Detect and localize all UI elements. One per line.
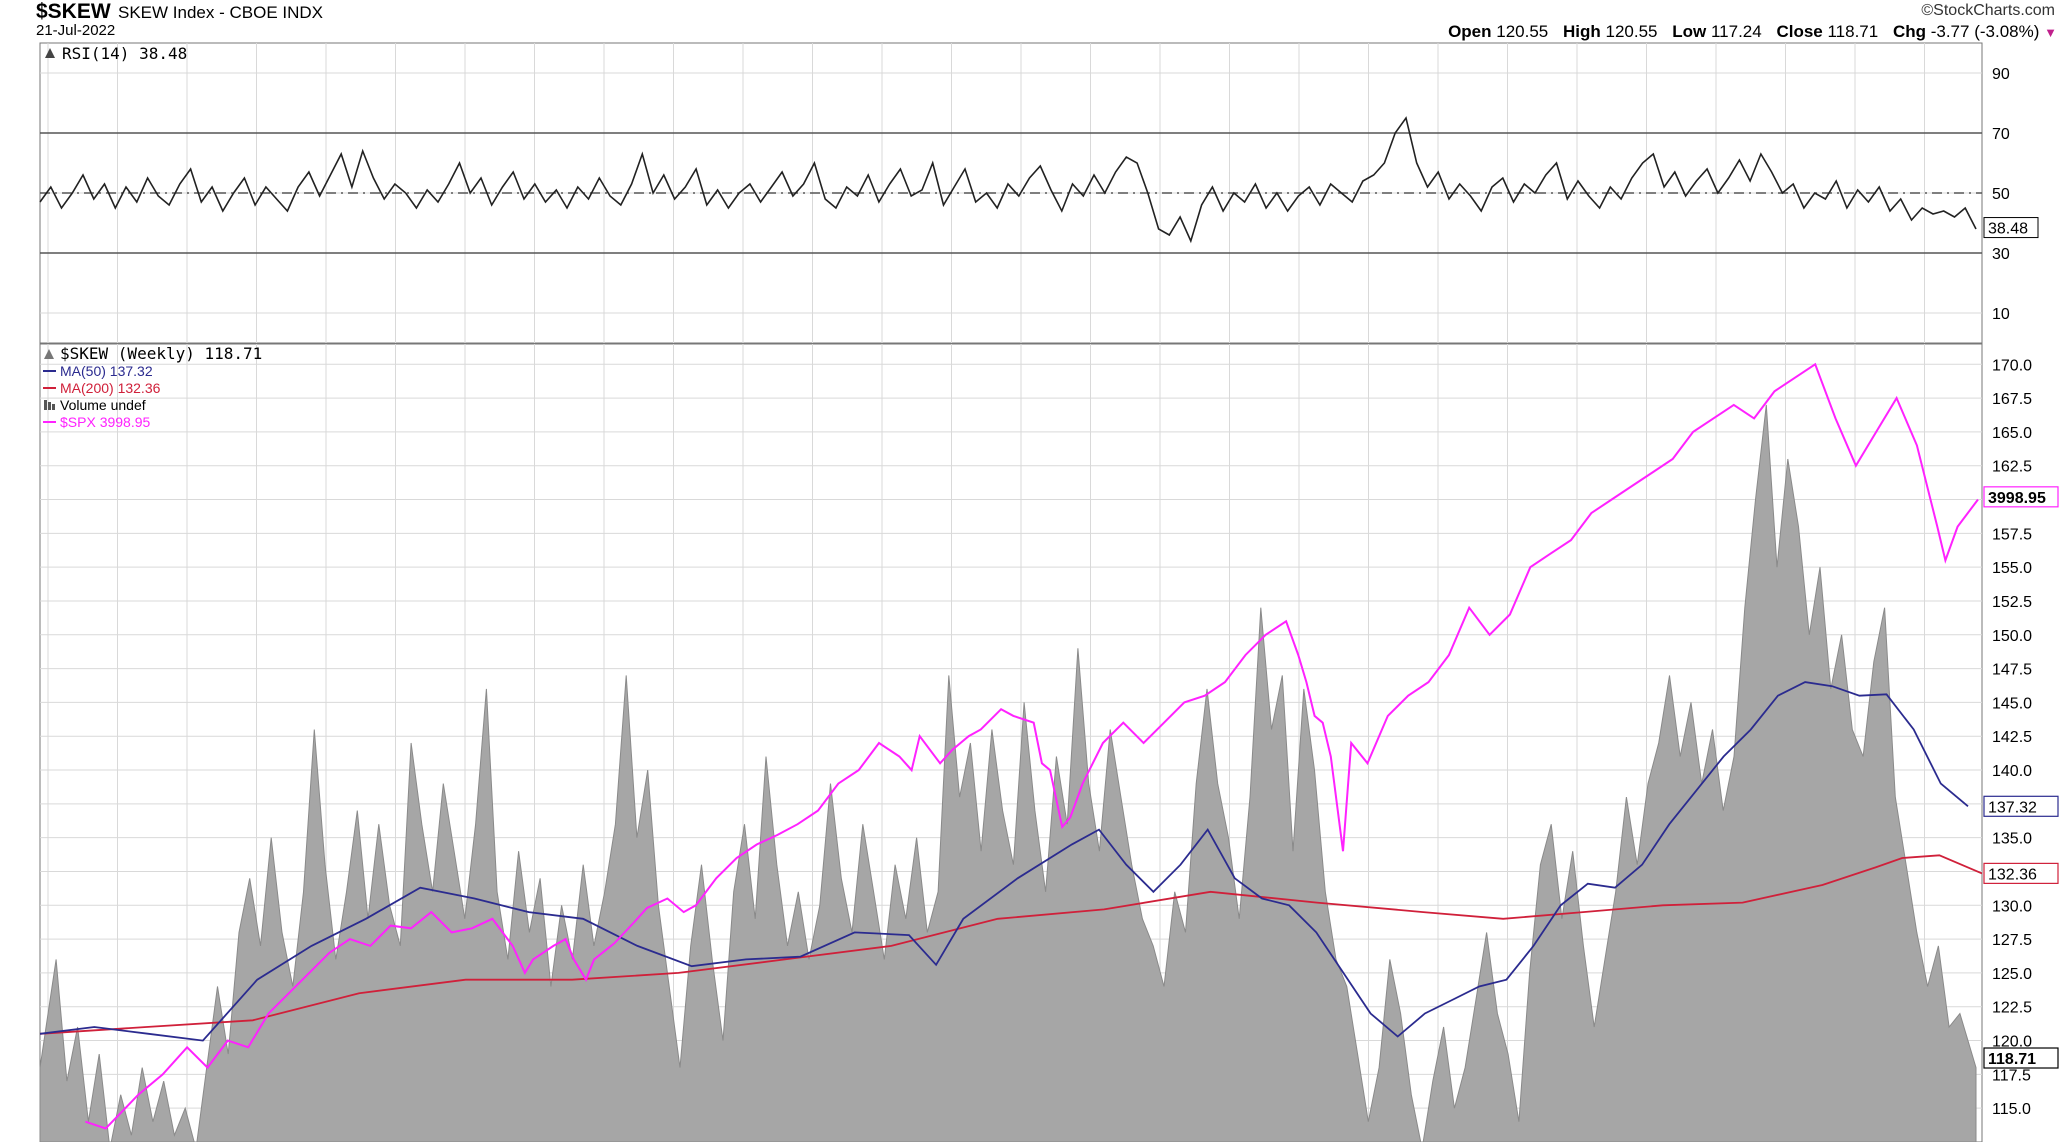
rsi-tick-label: 10 [1992, 306, 2010, 323]
chg-down-icon: ▼ [2044, 25, 2057, 40]
ma200-line [39, 854, 1983, 1035]
symbol-description: SKEW Index - CBOE INDX [118, 3, 323, 22]
price-tick-label: 165.0 [1992, 425, 2032, 442]
high-label: High [1562, 22, 1601, 41]
price-tick-label: 115.0 [1992, 1101, 2031, 1118]
price-legend-item: Volume undef [60, 397, 146, 413]
low-label: Low [1672, 22, 1707, 41]
spx-last-value: 3998.95 [1988, 490, 2046, 507]
price-legend-item: $SPX 3998.95 [60, 414, 151, 430]
price-tick-label: 157.5 [1992, 526, 2032, 543]
ma200-last-value: 132.36 [1988, 866, 2037, 883]
legend-volume-icon [44, 400, 47, 410]
stockcharts-logo[interactable]: ©StockCharts.com [1921, 2, 2055, 19]
close-value: 118.71 [1827, 22, 1879, 41]
price-tick-label: 155.0 [1992, 560, 2032, 577]
spx-line [85, 362, 1979, 1130]
price-panel: 170.0167.5165.0162.5160.0157.5155.0152.5… [39, 343, 2059, 1142]
ma50-last-value: 137.32 [1988, 799, 2037, 816]
price-tick-label: 150.0 [1992, 628, 2032, 645]
rsi-line [39, 116, 1977, 244]
price-tick-label: 125.0 [1992, 966, 2032, 983]
rsi-last-value: 38.48 [1988, 221, 2028, 238]
price-tick-label: 140.0 [1992, 763, 2032, 780]
ohlc-readout: Open 120.55 High 120.55 Low 117.24 Close… [1448, 22, 2057, 42]
skew-last-value-box [1983, 1047, 2059, 1069]
price-tick-label: 122.5 [1992, 1000, 2032, 1017]
rsi-legend: RSI(14) 38.48 [62, 44, 187, 63]
low-value: 117.24 [1710, 22, 1762, 41]
price-tick-label: 167.5 [1992, 391, 2032, 408]
open-label: Open [1448, 22, 1492, 41]
rsi-tick-label: 70 [1992, 126, 2010, 143]
chart-date: 21-Jul-2022 [36, 22, 116, 39]
price-tick-label: 142.5 [1992, 729, 2032, 746]
high-value: 120.55 [1605, 22, 1658, 41]
rsi-last-box [1983, 217, 2039, 239]
spx-last-value-box [1983, 486, 2059, 508]
ma50-last-value-box [1983, 795, 2059, 817]
open-value: 120.55 [1496, 22, 1549, 41]
rsi-tick-label: 50 [1992, 186, 2010, 203]
rsi-tick-label: 30 [1992, 246, 2010, 263]
price-tick-label: 120.0 [1992, 1034, 2032, 1051]
price-tick-label: 127.5 [1992, 932, 2032, 949]
legend-volume-icon [48, 402, 51, 410]
rsi-legend-icon [45, 48, 55, 58]
chg-value: -3.77 (-3.08%) [1930, 22, 2040, 41]
price-tick-label: 145.0 [1992, 695, 2032, 712]
price-legend-item: MA(200) 132.36 [60, 380, 161, 396]
price-tick-label: 135.0 [1992, 831, 2032, 848]
price-tick-label: 147.5 [1992, 662, 2032, 679]
price-tick-label: 152.5 [1992, 594, 2032, 611]
price-legend-item: MA(50) 137.32 [60, 363, 153, 379]
skew-area [39, 404, 1977, 1142]
chg-label: Chg [1892, 22, 1926, 41]
legend-volume-icon [52, 404, 55, 410]
price-tick-label: 162.5 [1992, 459, 2032, 476]
ma200-last-value-box [1983, 862, 2059, 884]
price-legend-item: $SKEW (Weekly) 118.71 [60, 344, 262, 363]
price-tick-label: 117.5 [1992, 1067, 2031, 1084]
price-tick-label: 130.0 [1992, 898, 2032, 915]
ma50-line [39, 681, 1969, 1042]
close-label: Close [1776, 22, 1823, 41]
price-tick-label: 170.0 [1992, 357, 2032, 374]
skew-last-value: 118.71 [1988, 1051, 2036, 1068]
rsi-tick-label: 90 [1992, 66, 2010, 83]
rsi-panel: 90 70 50 30 10 RSI(14) 38.48 38.48 [39, 42, 2039, 344]
legend-area-icon [44, 349, 54, 359]
symbol-title: $SKEW [36, 0, 111, 23]
